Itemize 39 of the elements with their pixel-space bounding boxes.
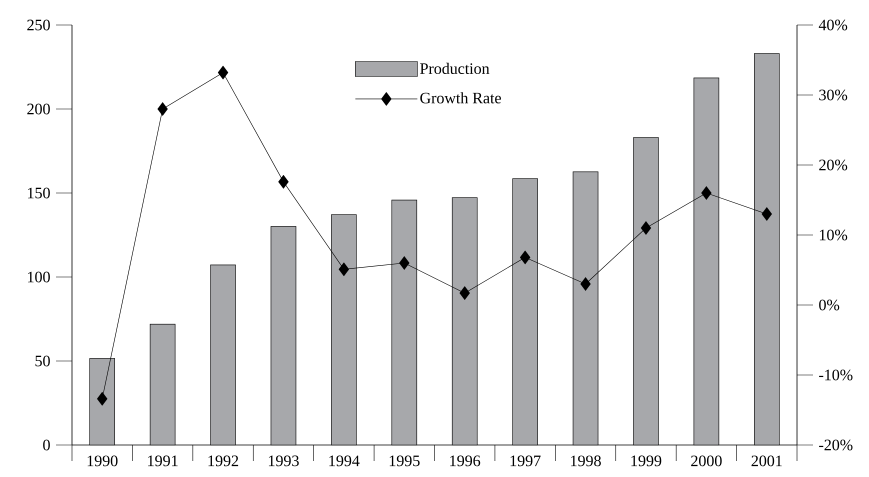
x-tick-label: 1990 xyxy=(88,456,118,466)
point xyxy=(278,174,289,189)
x-tick-label: 1993 xyxy=(268,456,299,466)
point xyxy=(338,262,350,276)
x-tick-label: 1996 xyxy=(450,456,480,466)
point xyxy=(157,102,168,116)
y-tick-label: 200 xyxy=(27,104,50,114)
x-tick-label: 1997 xyxy=(510,456,541,466)
x-tick-label: 1991 xyxy=(148,456,178,466)
point xyxy=(580,277,591,291)
y2-tick-label: -10% xyxy=(819,370,852,380)
point xyxy=(399,256,410,270)
point xyxy=(701,186,712,200)
x-tick-label: 1998 xyxy=(571,456,601,466)
y2-tick-label: 30% xyxy=(819,90,848,100)
point xyxy=(218,66,228,80)
y2-tick-label: 40% xyxy=(818,20,848,30)
legend-label: Growth Rate xyxy=(420,92,501,104)
point xyxy=(460,286,470,300)
y-tick-label: 100 xyxy=(28,272,50,282)
y2-tick-label: 0% xyxy=(819,300,840,310)
y-tick-label: 250 xyxy=(27,20,50,30)
point xyxy=(762,207,772,221)
legend-label: Production xyxy=(420,62,490,74)
y2-tick-label: 10% xyxy=(820,230,848,240)
point xyxy=(640,221,652,235)
y2-tick-label: 20% xyxy=(819,160,848,170)
y-tick-label: 0 xyxy=(43,440,50,450)
x-tick-label: 2001 xyxy=(752,456,782,466)
y-tick-label: 150 xyxy=(28,188,50,198)
y2-tick-label: -20% xyxy=(819,440,852,450)
point xyxy=(520,250,530,264)
y-tick-label: 50 xyxy=(35,356,50,366)
point xyxy=(97,392,108,406)
x-tick-label: 1994 xyxy=(329,456,360,466)
x-tick-label: 1992 xyxy=(208,456,238,466)
x-tick-label: 2000 xyxy=(691,456,722,466)
x-tick-label: 1999 xyxy=(631,456,662,466)
x-tick-label: 1995 xyxy=(390,456,420,466)
